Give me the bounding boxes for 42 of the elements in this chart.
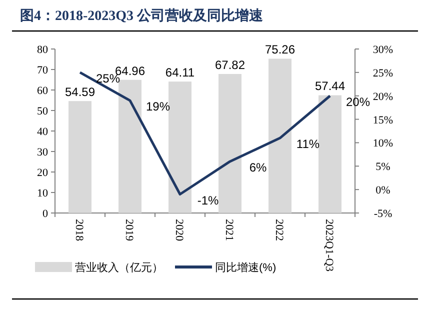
bar xyxy=(268,58,292,213)
y-tick-label: 20 xyxy=(37,167,48,179)
chart-title: 图4：2018-2023Q3 公司营收及同比增速 xyxy=(20,8,264,24)
legend-label: 营业收入（亿元） xyxy=(75,261,163,274)
y2-tick-label: -5% xyxy=(374,208,392,220)
y-tick-label: 0 xyxy=(42,208,48,220)
bar xyxy=(68,101,92,213)
bar xyxy=(218,74,242,213)
x-tick-label: 2022 xyxy=(273,219,285,241)
data-label: 57.44 xyxy=(314,79,346,94)
bar xyxy=(318,95,342,213)
y-tick-label: 80 xyxy=(37,44,48,56)
y-tick-label: 60 xyxy=(37,85,48,97)
y2-tick-label: 30% xyxy=(372,44,394,56)
bar xyxy=(118,80,142,213)
data-label: 20% xyxy=(346,94,370,109)
data-label: 6% xyxy=(249,160,267,174)
y2-tick-label: 5% xyxy=(376,161,390,174)
y-tick-label: 70 xyxy=(37,64,48,76)
y-tick-label: 40 xyxy=(37,126,48,138)
y2-tick-label: 0% xyxy=(376,184,390,197)
data-label: 64.11 xyxy=(165,66,195,80)
x-tick-label: 2018 xyxy=(73,219,85,242)
x-tick-label: 2020 xyxy=(173,219,185,242)
y2-tick-label: 15% xyxy=(372,114,394,126)
bar xyxy=(168,82,192,213)
data-label: 75.26 xyxy=(264,42,296,57)
y2-tick-label: 25% xyxy=(372,67,394,80)
y2-tick-label: 20% xyxy=(372,90,394,103)
data-label: 11% xyxy=(296,137,320,152)
y-tick-label: 30 xyxy=(37,146,48,158)
data-label: 19% xyxy=(146,100,170,114)
y-tick-label: 50 xyxy=(37,106,48,118)
x-tick-label: 2021 xyxy=(223,219,235,241)
x-tick-label: 2019 xyxy=(123,219,135,242)
data-label: -1% xyxy=(197,193,219,208)
y2-tick-label: 10% xyxy=(372,138,394,150)
legend-label: 同比增速(%) xyxy=(215,261,276,274)
x-tick-label: 2023Q1-Q3 xyxy=(323,219,335,272)
data-label: 67.82 xyxy=(214,58,246,72)
data-label: 54.59 xyxy=(64,85,96,100)
y-tick-label: 10 xyxy=(37,188,48,200)
